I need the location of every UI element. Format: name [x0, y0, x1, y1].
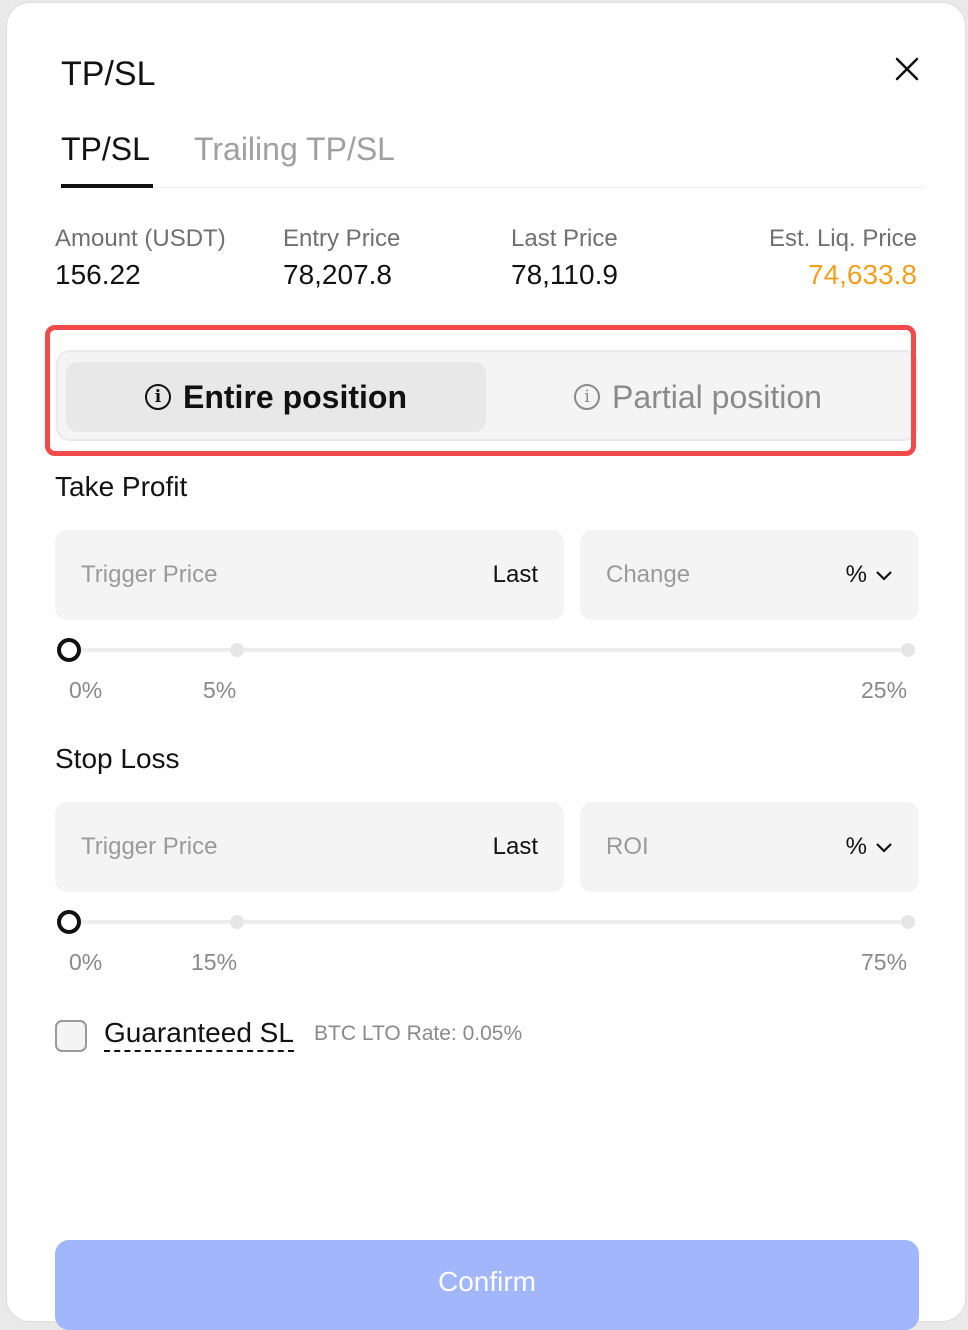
guaranteed-sl-checkbox[interactable] — [55, 1020, 87, 1052]
tp-tick: 5% — [203, 677, 237, 703]
tpsl-dialog: TP/SL TP/SL Trailing TP/SL Amount (USDT)… — [6, 2, 966, 1330]
tp-slider-handle[interactable] — [57, 638, 81, 662]
highlight-box — [45, 325, 916, 456]
tp-trigger-price-input[interactable]: Trigger Price Last — [55, 530, 564, 620]
active-tab-indicator — [61, 184, 153, 188]
amount-value: 156.22 — [55, 259, 141, 290]
tp-change-input[interactable]: Change % — [580, 530, 919, 620]
sl-unit: % — [845, 833, 867, 860]
sl-trigger-placeholder: Trigger Price — [81, 833, 218, 860]
sl-roi-input[interactable]: ROI % — [580, 802, 919, 892]
sl-tick: 15% — [191, 949, 238, 975]
sl-tick: 0% — [69, 949, 103, 975]
entire-position-button[interactable]: i Entire position — [66, 362, 486, 432]
sl-trigger-type[interactable]: Last — [492, 833, 538, 860]
info-icon: i — [574, 384, 601, 410]
stop-loss-label: Stop Loss — [55, 743, 180, 774]
tp-slider-track[interactable] — [69, 648, 909, 652]
liq-price-value: 74,633.8 — [808, 259, 917, 290]
tab-divider — [61, 187, 925, 188]
tab-tpsl[interactable]: TP/SL — [61, 131, 150, 167]
tp-trigger-placeholder: Trigger Price — [81, 561, 218, 588]
tp-trigger-type[interactable]: Last — [492, 561, 538, 588]
sl-slider-mark — [901, 915, 915, 929]
close-icon[interactable] — [891, 53, 923, 85]
sl-trigger-price-input[interactable]: Trigger Price Last — [55, 802, 564, 892]
sl-slider-mark — [230, 915, 244, 929]
take-profit-label: Take Profit — [55, 471, 188, 502]
guaranteed-sl-label[interactable]: Guaranteed SL — [104, 1017, 294, 1052]
entry-price-value: 78,207.8 — [283, 259, 392, 290]
tp-change-placeholder: Change — [606, 561, 691, 588]
sl-unit-select[interactable]: % — [846, 833, 893, 861]
chevron-down-icon — [876, 571, 892, 581]
tp-unit: % — [845, 561, 867, 588]
sl-slider-track[interactable] — [69, 920, 909, 924]
position-mode-toggle: i Entire position i Partial position — [56, 350, 918, 441]
info-icon: i — [145, 384, 171, 410]
entry-price-label: Entry Price — [283, 225, 401, 252]
sl-tick: 75% — [861, 949, 908, 975]
liq-price-label: Est. Liq. Price — [768, 225, 917, 252]
last-price-label: Last Price — [511, 225, 618, 252]
dialog-title: TP/SL — [61, 55, 156, 93]
tp-unit-select[interactable]: % — [846, 561, 893, 589]
sl-slider-handle[interactable] — [57, 910, 81, 934]
tp-tick: 25% — [861, 677, 908, 703]
partial-position-button[interactable]: i Partial position — [488, 362, 908, 432]
entire-position-label: Entire position — [183, 378, 407, 415]
tp-tick: 0% — [69, 677, 103, 703]
chevron-down-icon — [876, 843, 892, 853]
tp-slider-mark — [901, 643, 915, 657]
tp-slider-mark — [230, 643, 244, 657]
last-price-value: 78,110.9 — [511, 259, 618, 290]
partial-position-label: Partial position — [612, 378, 822, 415]
amount-label: Amount (USDT) — [55, 225, 226, 252]
lto-rate: BTC LTO Rate: 0.05% — [314, 1022, 523, 1045]
sl-roi-placeholder: ROI — [606, 833, 649, 860]
confirm-button[interactable]: Confirm — [55, 1240, 919, 1330]
tab-trailing-tpsl[interactable]: Trailing TP/SL — [194, 131, 395, 167]
